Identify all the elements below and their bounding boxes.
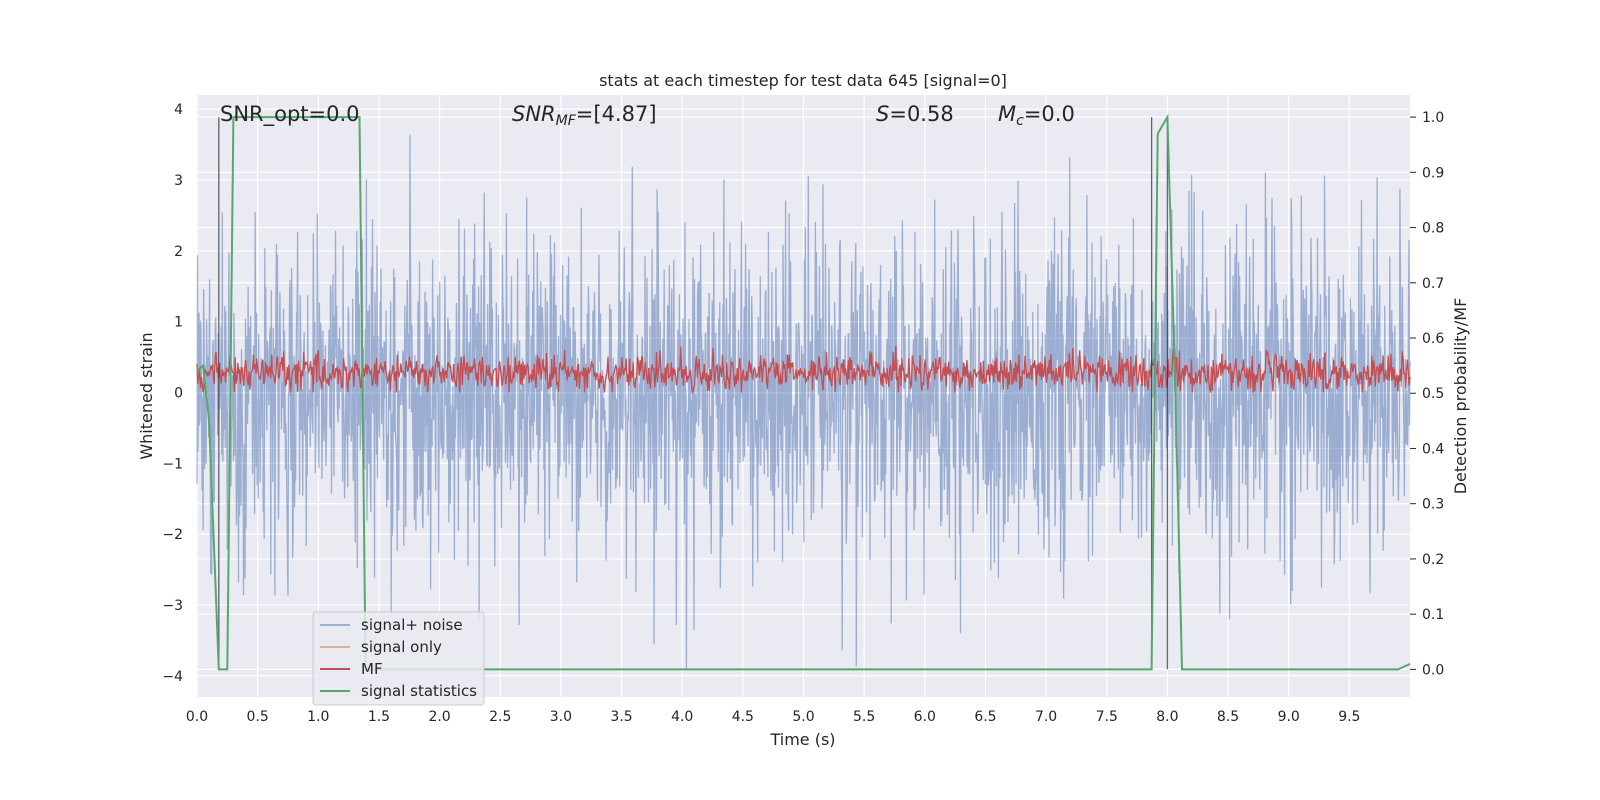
y-right-tick-label: 0.8 — [1422, 221, 1444, 237]
x-tick-label: 7.0 — [1035, 709, 1057, 725]
y-axis-right-ticks: 0.0 0.1 0.2 0.3 0.4 0.5 0.6 0.7 0.8 0.9 1.0 — [1410, 110, 1444, 678]
y-axis-left-ticks: −4 −3 −2 −1 0 1 2 3 4 — [162, 102, 183, 685]
x-tick-label: 3.0 — [550, 709, 572, 725]
y-left-tick-label: 1 — [174, 315, 183, 331]
y-right-tick-label: 0.4 — [1422, 441, 1444, 457]
y-axis-right-label: Detection probability/MF — [1451, 298, 1470, 495]
annotation-snr-mf: SNRMF=[4.87] — [512, 102, 657, 129]
x-axis-ticks: 0.0 0.5 1.0 1.5 2.0 2.5 3.0 3.5 4.0 4.5 5.0 5.5 6.0 6… — [186, 709, 1361, 725]
y-left-tick-label: −2 — [162, 527, 183, 543]
annotation-snr-mf-base: SNR — [512, 102, 556, 126]
y-left-tick-label: 2 — [174, 244, 183, 260]
y-left-tick-label: −3 — [162, 598, 183, 614]
y-left-tick-label: −4 — [162, 669, 183, 685]
chart-title: stats at each timestep for test data 645… — [599, 71, 1007, 90]
x-tick-label: 4.5 — [732, 709, 754, 725]
x-tick-label: 9.5 — [1338, 709, 1360, 725]
annotation-mc-value: =0.0 — [1024, 102, 1075, 126]
y-left-tick-label: 3 — [174, 173, 183, 189]
x-tick-label: 8.5 — [1217, 709, 1239, 725]
annotation-mc: Mc=0.0 — [998, 102, 1075, 129]
y-right-tick-label: 0.0 — [1422, 662, 1444, 678]
series-mf — [196, 345, 1411, 395]
y-left-tick-label: −1 — [162, 456, 183, 472]
y-right-tick-label: 0.9 — [1422, 165, 1444, 181]
x-axis-label: Time (s) — [769, 730, 835, 749]
annotation-mc-sub: c — [1016, 113, 1024, 129]
x-tick-label: 7.5 — [1096, 709, 1118, 725]
y-right-tick-label: 1.0 — [1422, 110, 1444, 126]
x-tick-label: 6.5 — [974, 709, 996, 725]
x-tick-label: 5.5 — [853, 709, 875, 725]
y-left-tick-label: 0 — [174, 385, 183, 401]
x-tick-label: 2.0 — [428, 709, 450, 725]
legend-label-signal-noise: signal+ noise — [361, 616, 463, 634]
series-layer — [196, 113, 1411, 671]
y-left-tick-label: 4 — [174, 102, 183, 118]
y-right-tick-label: 0.3 — [1422, 497, 1444, 513]
series-signal-statistics — [196, 113, 1411, 671]
x-tick-label: 3.5 — [610, 709, 632, 725]
annotation-mc-base: M — [998, 102, 1016, 126]
legend-label-signal-statistics: signal statistics — [361, 682, 477, 700]
y-right-tick-label: 0.5 — [1422, 386, 1444, 402]
x-tick-label: 9.0 — [1278, 709, 1300, 725]
x-tick-label: 5.0 — [792, 709, 814, 725]
y-right-tick-label: 0.2 — [1422, 552, 1444, 568]
annotation-snr-mf-sub: MF — [556, 113, 577, 129]
legend-label-mf: MF — [361, 660, 383, 678]
x-tick-label: 0.0 — [186, 709, 208, 725]
x-tick-label: 8.0 — [1156, 709, 1178, 725]
annotation-snr-opt: SNR_opt=0.0 — [220, 102, 360, 127]
y-right-tick-label: 0.7 — [1422, 276, 1444, 292]
x-tick-label: 4.0 — [671, 709, 693, 725]
legend-label-signal-only: signal only — [361, 638, 442, 656]
x-tick-label: 1.0 — [307, 709, 329, 725]
legend: signal+ noise signal only MF signal stat… — [312, 611, 485, 706]
annotation-s-value: =0.58 — [889, 102, 953, 126]
annotation-s: S=0.58 — [876, 102, 954, 126]
legend-box — [312, 611, 485, 706]
x-tick-label: 6.0 — [914, 709, 936, 725]
annotation-snr-mf-value: =[4.87] — [576, 102, 657, 126]
x-tick-label: 0.5 — [247, 709, 269, 725]
x-tick-label: 1.5 — [368, 709, 390, 725]
y-right-tick-label: 0.1 — [1422, 607, 1444, 623]
y-axis-left-label: Whitened strain — [137, 332, 156, 459]
annotation-s-label: S — [876, 102, 889, 126]
x-tick-label: 2.5 — [489, 709, 511, 725]
y-right-tick-label: 0.6 — [1422, 331, 1444, 347]
